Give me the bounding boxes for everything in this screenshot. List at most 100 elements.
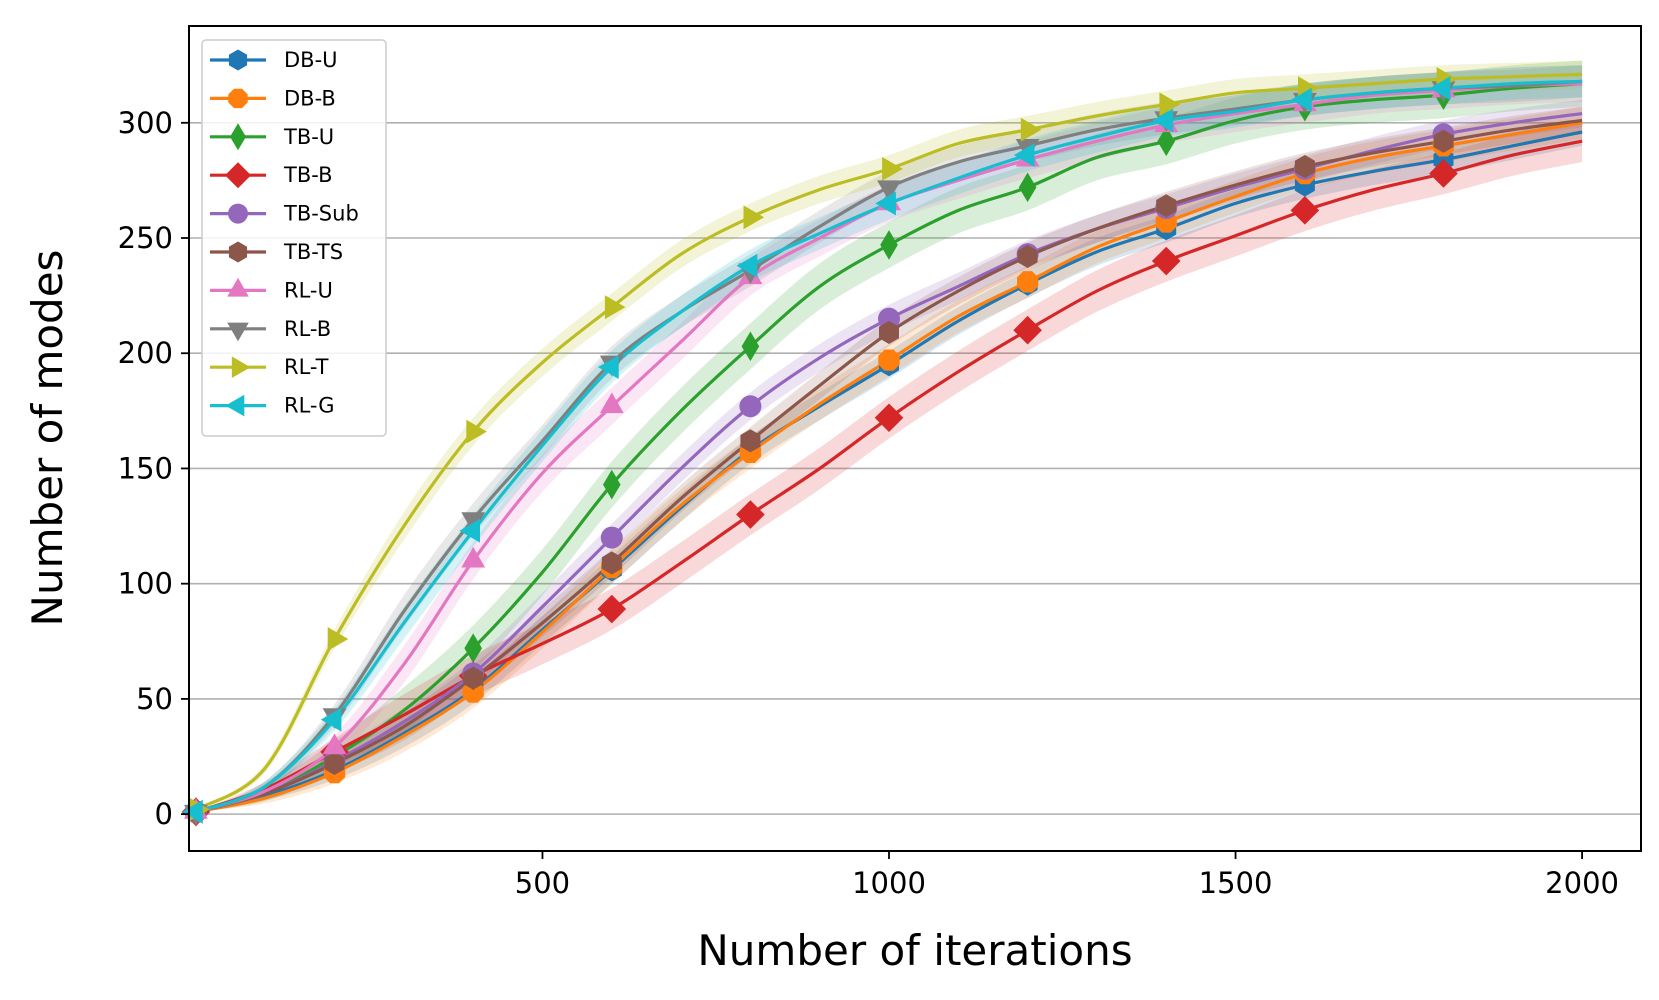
marker-db-b [1017, 271, 1039, 293]
line-db-u [195, 130, 1583, 814]
marker-tb-u [1157, 126, 1176, 157]
legend-label-tb-ts: TB-TS [283, 240, 343, 264]
y-tick-label: 0 [155, 797, 173, 831]
legend-marker-rl-t [231, 356, 251, 378]
marker-tb-u [602, 469, 621, 500]
marker-tb-b [874, 403, 904, 433]
x-axis-title: Number of iterations [697, 926, 1132, 975]
marker-rl-g [1429, 76, 1451, 101]
marker-rl-t [882, 157, 903, 181]
marker-tb-b [736, 500, 765, 529]
marker-tb-ts [463, 666, 484, 690]
legend-marker-db-u [228, 49, 248, 71]
y-tick-label: 150 [118, 451, 173, 485]
marker-tb-b [1013, 315, 1042, 345]
legend-label-db-u: DB-U [284, 48, 338, 72]
line-tb-u [195, 82, 1583, 814]
legend-marker-tb-ts [228, 241, 248, 263]
marker-rl-g [182, 799, 203, 824]
legend-marker-tb-b [225, 162, 251, 189]
x-tick-label: 1500 [1199, 866, 1273, 900]
marker-tb-ts [1433, 129, 1454, 153]
x-axis-ticks: 500 1000 1500 2000 [515, 851, 1619, 900]
marker-tb-ts [1294, 155, 1315, 179]
marker-tb-sub [600, 526, 623, 549]
marker-rl-t [327, 627, 349, 651]
legend-marker-rl-u [227, 277, 249, 297]
y-tick-label: 250 [118, 221, 173, 255]
x-tick-label: 1000 [852, 866, 926, 900]
legend-label-rl-g: RL-G [284, 394, 335, 418]
marker-rl-g [459, 518, 480, 543]
legend-marker-tb-sub [228, 203, 248, 224]
marker-rl-b [877, 180, 901, 202]
marker-rl-g [320, 707, 342, 732]
legend-label-rl-u: RL-U [284, 278, 333, 302]
marker-rl-t [743, 205, 765, 230]
marker-rl-t [1020, 117, 1042, 142]
legend-marker-tb-u [230, 123, 246, 151]
marker-db-b [878, 349, 900, 371]
marker-rl-g [875, 191, 896, 216]
marker-rl-g [598, 355, 619, 379]
marker-tb-u [741, 331, 760, 362]
marker-tb-u [464, 633, 482, 664]
marker-tb-ts [601, 551, 622, 575]
band-rl-g [195, 65, 1583, 812]
marker-rl-t [1159, 92, 1180, 117]
band-db-u [195, 118, 1583, 812]
marker-tb-sub [739, 395, 762, 418]
band-tb-ts [195, 106, 1583, 812]
marker-rl-u [599, 392, 624, 414]
legend-label-db-b: DB-B [284, 86, 336, 110]
legend-marker-rl-g [225, 394, 245, 417]
marker-tb-ts [1156, 194, 1177, 218]
x-tick-label: 500 [515, 866, 570, 900]
y-tick-label: 100 [118, 567, 173, 601]
legend-marker-rl-b [227, 322, 249, 342]
marker-rl-t [466, 419, 487, 444]
line-rl-t [195, 72, 1583, 811]
legend-label-tb-u: TB-U [283, 125, 334, 149]
x-tick-label: 2000 [1545, 866, 1619, 900]
marker-tb-b [1429, 159, 1458, 188]
marker-tb-u [1018, 172, 1037, 203]
y-tick-label: 50 [136, 682, 173, 716]
marker-rl-g [1152, 108, 1174, 133]
marker-tb-ts [1017, 244, 1038, 268]
series-markers [181, 67, 1458, 827]
marker-tb-ts [740, 429, 761, 453]
series-lines [195, 72, 1583, 814]
marker-rl-g [736, 253, 758, 278]
legend-box [201, 39, 387, 437]
y-tick-label: 200 [118, 336, 173, 370]
legend-label-tb-sub: TB-Sub [283, 202, 359, 226]
y-axis-title: Number of modes [23, 250, 72, 627]
band-db-b [195, 106, 1583, 812]
marker-rl-b [461, 512, 486, 533]
marker-tb-b [597, 594, 627, 624]
marker-tb-ts [879, 320, 899, 344]
legend-label-rl-t: RL-T [284, 355, 329, 379]
marker-tb-b [1290, 196, 1320, 225]
marker-tb-u [880, 230, 898, 260]
marker-db-b [462, 681, 484, 703]
marker-tb-b [1151, 246, 1181, 276]
line-tb-ts [195, 118, 1583, 814]
band-tb-b [195, 120, 1583, 812]
y-tick-label: 300 [118, 106, 173, 140]
marker-rl-t [604, 295, 626, 320]
marker-rl-u [461, 546, 486, 568]
marker-tb-ts [324, 751, 345, 775]
marker-rl-u [322, 733, 347, 755]
legend: DB-U DB-B TB-U TB-B TB-Sub TB-TS RL-U RL-B RL-T R… [201, 39, 387, 437]
legend-label-rl-b: RL-B [284, 317, 331, 341]
line-db-b [195, 121, 1583, 814]
y-axis-ticks: 0 50 100 150 200 250 300 [118, 106, 189, 831]
marker-rl-g [1013, 143, 1035, 167]
legend-label-tb-b: TB-B [283, 163, 332, 187]
legend-marker-db-b [228, 88, 248, 109]
marker-rl-g [1291, 87, 1312, 112]
line-rl-g [195, 79, 1583, 814]
